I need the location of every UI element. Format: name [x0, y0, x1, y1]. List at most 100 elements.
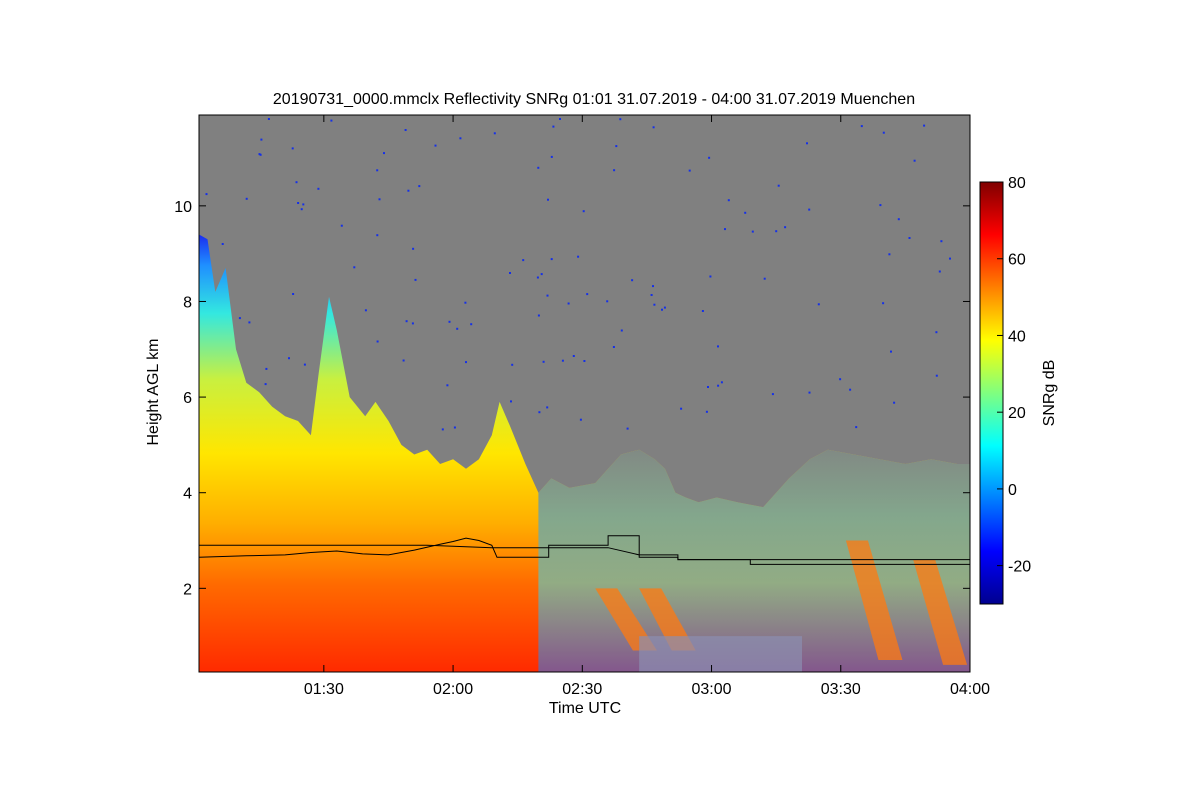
- noise-speckle: [264, 383, 267, 386]
- noise-speckle: [567, 302, 570, 305]
- x-tick-label: 01:30: [304, 681, 344, 698]
- noise-speckle: [724, 228, 726, 231]
- noise-speckle: [292, 293, 295, 295]
- noise-speckle: [661, 308, 663, 311]
- colorbar-tick-label: 40: [1008, 328, 1026, 345]
- fallstreak: [595, 588, 657, 651]
- noise-speckle: [631, 279, 634, 282]
- noise-speckle: [550, 258, 553, 261]
- noise-speckle: [456, 327, 459, 330]
- fallstreak: [913, 559, 968, 665]
- ground-clutter-band: [639, 636, 802, 672]
- noise-speckle: [550, 155, 553, 158]
- noise-speckle: [221, 243, 224, 245]
- colorbar-tick-label: 80: [1008, 175, 1026, 192]
- colorbar-tick-label: 60: [1008, 252, 1026, 269]
- noise-speckle: [777, 184, 780, 187]
- noise-speckle: [376, 234, 379, 237]
- noise-speckle: [453, 426, 456, 429]
- mixed-layer-line: [199, 544, 970, 561]
- noise-speckle: [613, 169, 616, 172]
- noise-speckle: [707, 386, 709, 388]
- noise-speckle: [561, 359, 564, 362]
- x-tick-label: 04:00: [950, 681, 990, 698]
- noise-speckle: [701, 310, 704, 312]
- noise-speckle: [303, 363, 306, 366]
- noise-speckle: [652, 285, 654, 288]
- noise-speckle: [300, 208, 303, 211]
- y-tick-label: 2: [183, 581, 192, 598]
- noise-speckle: [493, 132, 496, 135]
- noise-speckle: [582, 210, 585, 213]
- noise-speckle: [510, 400, 512, 403]
- noise-speckle: [817, 303, 820, 306]
- noise-speckle: [537, 314, 540, 317]
- noise-speckle: [378, 198, 381, 201]
- fallstreak-layer: [595, 540, 968, 672]
- noise-speckle: [577, 255, 580, 258]
- noise-speckle: [888, 253, 891, 256]
- noise-speckle: [546, 294, 549, 297]
- noise-speckle: [615, 145, 618, 148]
- noise-speckle: [709, 275, 712, 278]
- noise-speckle: [302, 203, 305, 206]
- noise-speckle: [418, 185, 421, 188]
- noise-speckle: [434, 144, 437, 147]
- noise-speckle: [412, 247, 415, 250]
- colorbar-tick-label: 20: [1008, 405, 1026, 422]
- noise-speckle: [650, 294, 653, 296]
- noise-speckle: [402, 359, 405, 362]
- noise-speckle: [446, 384, 449, 387]
- noise-speckle: [405, 320, 408, 323]
- noise-speckle: [708, 156, 711, 159]
- noise-speckle: [297, 202, 300, 204]
- noise-speckle: [448, 320, 451, 323]
- colorbar: [979, 181, 1004, 605]
- noise-speckle: [509, 272, 511, 274]
- y-tick-label: 4: [183, 486, 192, 503]
- noise-speckle: [238, 317, 241, 320]
- noise-speckle: [546, 406, 549, 409]
- noise-speckle: [763, 277, 766, 280]
- noise-speckle: [806, 142, 808, 145]
- noise-speckle: [404, 129, 407, 131]
- chart-title: 20190731_0000.mmclx Reflectivity SNRg 01…: [273, 91, 915, 108]
- noise-speckle: [248, 321, 251, 324]
- y-axis: 2 4 6 8 10: [174, 199, 970, 598]
- x-tick-label: 02:00: [433, 681, 473, 698]
- noise-speckle: [860, 125, 863, 128]
- noise-speckle: [882, 131, 885, 134]
- noise-speckles: [205, 118, 951, 431]
- noise-speckle: [330, 119, 333, 122]
- noise-speckle: [717, 384, 720, 387]
- noise-speckle: [414, 278, 417, 281]
- noise-speckle: [771, 393, 774, 396]
- noise-speckle: [540, 273, 543, 276]
- noise-speckle: [552, 125, 555, 128]
- noise-speckle: [537, 166, 540, 169]
- noise-speckle: [775, 230, 778, 233]
- noise-speckle: [808, 208, 811, 211]
- noise-speckle: [295, 181, 298, 184]
- noise-speckle: [288, 357, 290, 360]
- fallstreak: [845, 540, 903, 661]
- noise-speckle: [586, 293, 589, 296]
- colorbar-ticks: -20 0 20 40 60 80: [997, 175, 1031, 576]
- noise-speckle: [559, 118, 561, 120]
- x-tick-label: 03:00: [692, 681, 732, 698]
- noise-speckle: [265, 367, 268, 370]
- x-axis: 01:30 02:00 02:30 03:00 03:30 04:00: [304, 115, 990, 698]
- noise-speckle: [407, 189, 410, 192]
- noise-speckle: [938, 270, 941, 273]
- y-axis-label: Height AGL km: [145, 338, 162, 445]
- noise-speckle: [949, 257, 951, 260]
- noise-speckle: [340, 224, 343, 227]
- y-tick-label: 8: [183, 294, 192, 311]
- noise-speckle: [879, 204, 882, 207]
- noise-speckle: [727, 199, 730, 202]
- noise-speckle: [470, 323, 473, 326]
- plot-frame: [198, 114, 971, 673]
- noise-speckle: [459, 137, 462, 140]
- noise-speckle: [717, 345, 719, 348]
- noise-speckle: [267, 118, 270, 120]
